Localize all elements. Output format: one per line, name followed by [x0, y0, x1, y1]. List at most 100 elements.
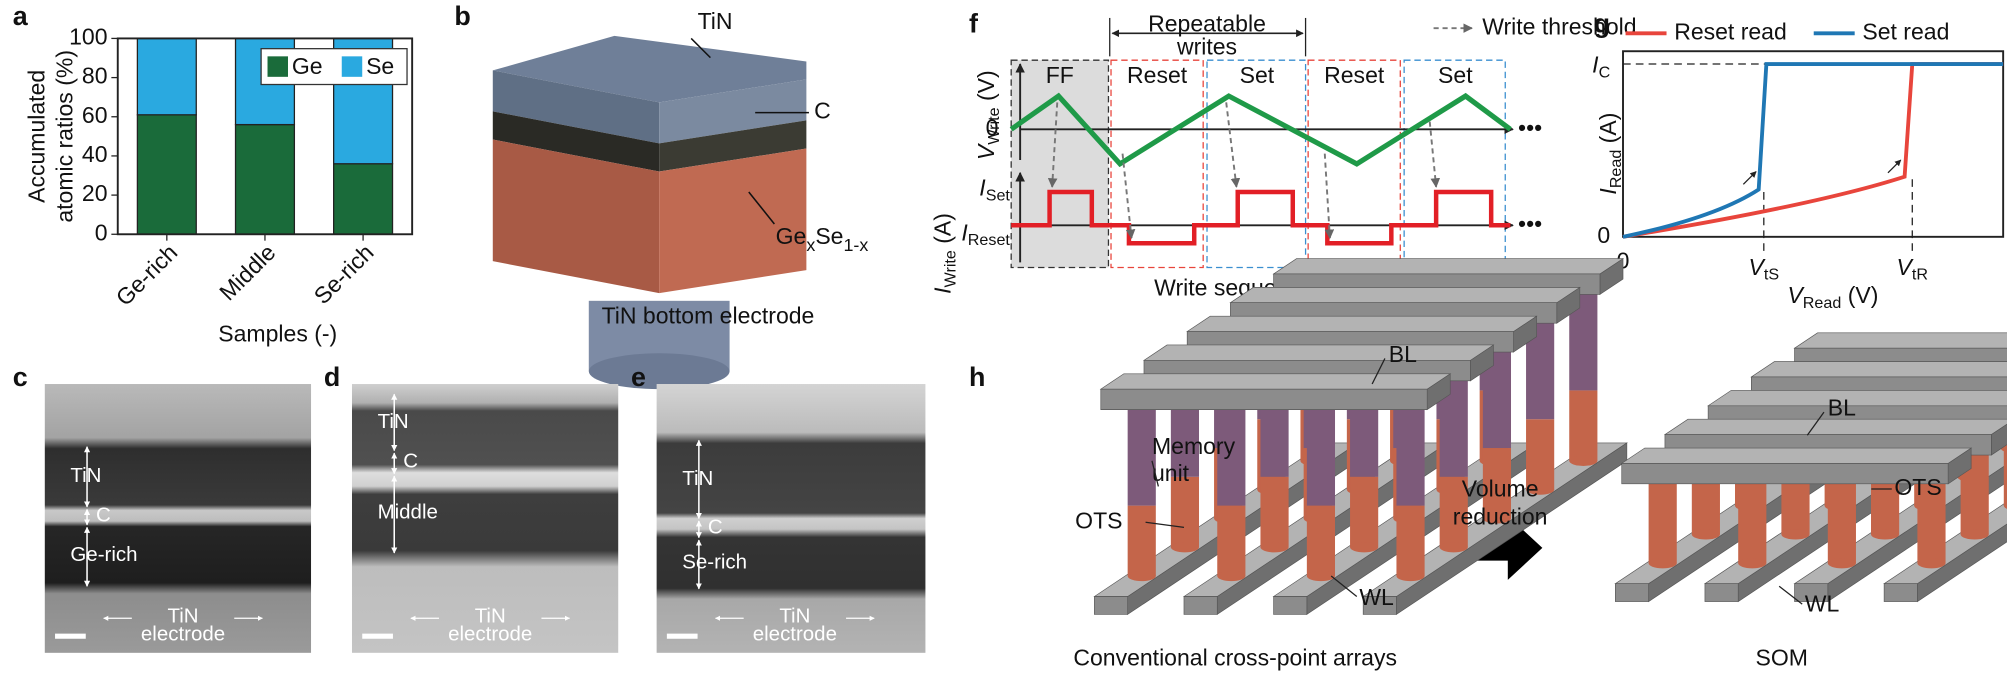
zero-label: 0 [986, 114, 999, 140]
plot-frame [1622, 50, 2005, 238]
y-axis-label: atomic ratios (%) [52, 50, 78, 223]
label-part: V [1787, 282, 1805, 308]
ots-pillar [1439, 476, 1468, 548]
bar-top [1142, 344, 1495, 361]
memory-pillar [1127, 401, 1156, 506]
ots-pillar [1827, 483, 1856, 564]
label: BL [1389, 341, 1417, 367]
label-part: V [1897, 254, 1915, 280]
panel-label: e [631, 362, 646, 392]
layer-label: TiN [378, 410, 409, 433]
y-tick-label: 20 [82, 180, 108, 206]
panel-label: h [969, 362, 985, 392]
subscript: 1-x [843, 235, 868, 255]
ots-pillar-base [2003, 502, 2007, 509]
layer-label: C [96, 503, 111, 526]
subscript: Set [986, 187, 1011, 205]
box-label: FF [1046, 62, 1074, 88]
memory-pillar [1217, 401, 1246, 506]
ots-pillar [1648, 483, 1677, 564]
subscript: C [1599, 64, 1611, 82]
legend-swatch [267, 56, 288, 77]
set-box [1403, 59, 1506, 269]
leader [748, 191, 775, 225]
layer-label: TiN [70, 464, 101, 487]
layer-label: C [403, 450, 418, 473]
ots-pillar-base [1396, 570, 1425, 582]
leader [690, 37, 711, 59]
ots-pillar-base [1217, 570, 1246, 582]
leader [1151, 460, 1159, 487]
panel-label: g [1594, 9, 1610, 39]
panel-label: b [454, 1, 470, 31]
subscript: Write [985, 107, 1003, 144]
ots-pillar [1396, 505, 1425, 577]
bar-front [1615, 583, 1649, 602]
label: IRead (A) [1595, 113, 1625, 195]
x-tick-label: Ge-rich [111, 239, 183, 311]
ots-pillar-base [1738, 558, 1767, 569]
y-tick-label: 40 [82, 141, 108, 167]
electrode-label: TiN [475, 604, 506, 627]
current-pulses [1011, 189, 1511, 246]
electrode-label: TiN [779, 604, 810, 627]
ots-pillar-base [1827, 558, 1856, 569]
bar-top [1229, 287, 1581, 304]
label: WL [1359, 584, 1394, 610]
reset-read-curve [1622, 62, 2004, 239]
ots-pillar-base [1306, 570, 1336, 582]
ots-pillar-base [1781, 529, 1810, 540]
label: unit [1152, 460, 1190, 486]
legend-label: Set read [1862, 18, 1949, 44]
read-curve-diagram [1622, 50, 2005, 257]
label: Volume [1462, 475, 1539, 501]
label-part: I [979, 175, 986, 201]
label-part: Se [815, 223, 843, 249]
label: Memory [1152, 433, 1236, 459]
bar-top [1186, 315, 1538, 332]
label: VtR [1897, 254, 1928, 284]
y-tick-label: 60 [82, 102, 108, 128]
c-left [492, 111, 660, 172]
label-part: (V) [1848, 282, 1879, 308]
bar [136, 114, 197, 235]
bar-top [1750, 361, 2007, 378]
device-schematic [492, 35, 809, 390]
label: BL [1828, 395, 1856, 421]
layer-label: TiN [698, 8, 733, 34]
bar [333, 163, 394, 235]
reduction-arrow [1459, 515, 1543, 580]
ots-pillar [1350, 476, 1379, 548]
layer-label: Middle [378, 501, 438, 524]
bar-front [1362, 596, 1397, 615]
label-part: (V) [973, 70, 999, 101]
box-label: Reset [1127, 62, 1188, 88]
x-axis-label: Samples (-) [218, 320, 337, 346]
bar-front [1704, 583, 1739, 602]
electrode-label: TiN bottom electrode [602, 303, 815, 329]
electrode-label: TiN [167, 604, 198, 627]
label-part: I [1592, 52, 1599, 78]
bar-front [1883, 583, 1918, 602]
leader [1806, 411, 1825, 436]
label-part: (A) [1595, 113, 1621, 144]
memory-pillar [1306, 401, 1336, 506]
layer-label: C [814, 98, 831, 124]
label: OTS [1075, 507, 1122, 533]
ff-box [1010, 59, 1110, 269]
ots-pillar [1217, 505, 1246, 577]
label-part: V [1749, 254, 1767, 280]
ots-pillar-base [1691, 529, 1720, 540]
set-read-curve [1622, 62, 2004, 239]
ots-pillar-base [1127, 570, 1156, 582]
tin-left [492, 70, 660, 144]
threshold-arrow [1225, 102, 1241, 188]
ots-pillar [1526, 419, 1555, 490]
threshold-arrow [1428, 121, 1441, 188]
label-part: I [930, 287, 956, 294]
gese-right [659, 148, 807, 294]
top-face [492, 35, 807, 103]
jump-arrow [1742, 171, 1757, 185]
ots-pillar [2003, 426, 2007, 506]
